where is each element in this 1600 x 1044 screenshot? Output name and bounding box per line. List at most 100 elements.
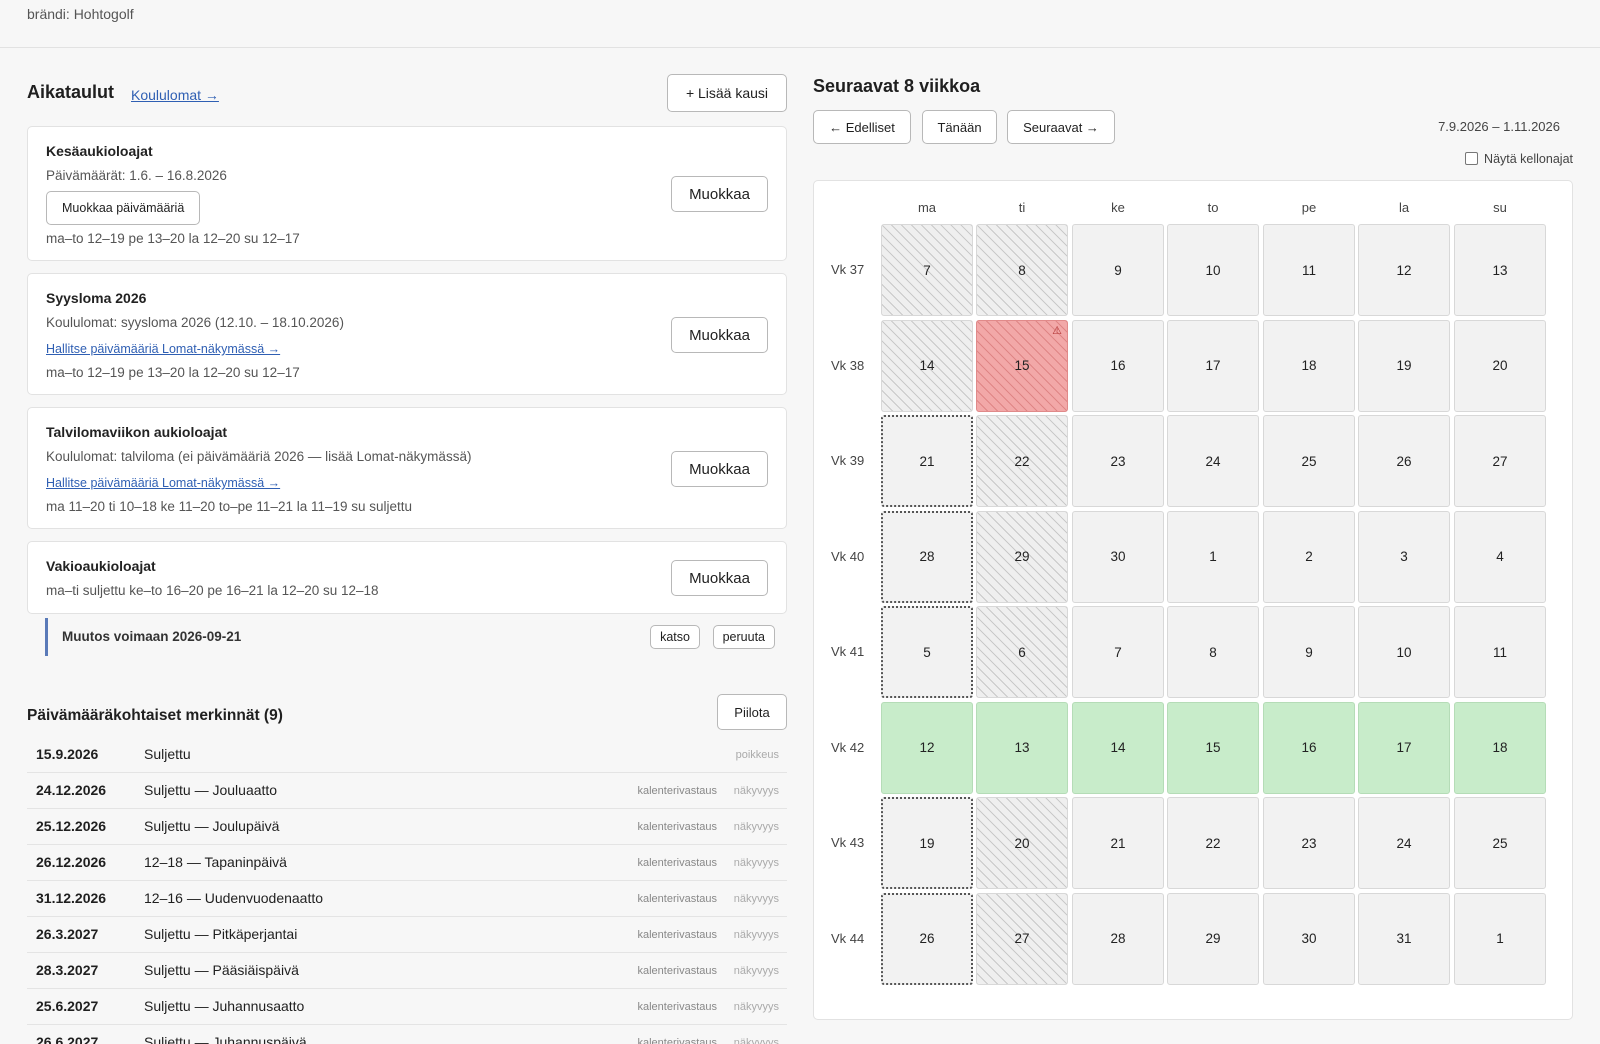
hide-entries-button[interactable]: Piilota [717,694,787,730]
add-season-button[interactable]: + Lisää kausi [667,74,787,112]
previous-weeks-button[interactable]: ← Edelliset [813,110,911,144]
entry-tag[interactable]: näkyvyys [733,785,779,797]
entry-tag[interactable]: näkyvyys [733,893,779,905]
calendar-day-cell[interactable]: 29 [976,510,1068,603]
date-entry-row[interactable]: 25.12.2026 Suljettu — Joulupäivä kalenteri… [27,809,787,845]
calendar-day-cell[interactable]: 28 [1072,892,1164,985]
date-entry-row[interactable]: 28.3.2027 Suljettu — Pääsiäispäivä kalente… [27,953,787,989]
calendar-day-cell[interactable]: 20 [976,797,1068,889]
calendar-day-cell[interactable]: 18 [1454,701,1546,794]
calendar-day-cell[interactable]: 4 [1454,510,1546,603]
calendar-day-cell[interactable]: 25 [1263,415,1355,507]
calendar-day-cell[interactable]: 9 [1263,606,1355,698]
today-button[interactable]: Tänään [922,110,997,144]
entry-tag[interactable]: poikkeus [735,749,779,761]
calendar-day-cell[interactable]: 13 [976,701,1068,794]
cancel-change-button[interactable]: peruuta [712,625,775,649]
calendar-day-cell[interactable]: 19 [881,797,973,889]
calendar-day-cell[interactable]: 24 [1167,415,1259,507]
calendar-day-cell[interactable]: 6 [976,606,1068,698]
entry-tag[interactable]: näkyvyys [733,1001,779,1013]
school-holidays-link[interactable]: Koululomat → [131,87,219,103]
entry-response-tag[interactable]: kalenterivastaus [637,821,718,833]
calendar-day-cell[interactable]: 30 [1263,892,1355,985]
date-entry-row[interactable]: 26.6.2027 Suljettu — Juhannuspäivä kalente… [27,1025,787,1044]
entry-response-tag[interactable]: kalenterivastaus [637,1037,718,1044]
entry-tag[interactable]: näkyvyys [733,1037,779,1044]
edit-button[interactable]: Muokkaa [671,317,768,353]
edit-button[interactable]: Muokkaa [671,176,768,212]
manage-dates-link[interactable]: Hallitse päivämääriä Lomat-näkymässä → [46,476,281,490]
calendar-day-cell[interactable]: 14 [881,319,973,412]
calendar-day-cell[interactable]: 1 [1167,510,1259,603]
calendar-day-cell[interactable]: 23 [1072,415,1164,507]
calendar-day-cell[interactable]: 11 [1263,224,1355,316]
calendar-day-cell[interactable]: 5 [881,606,973,698]
calendar-day-cell[interactable]: 18 [1263,319,1355,412]
calendar-day-cell[interactable]: 22 [976,415,1068,507]
calendar-day-cell[interactable]: 16 [1263,701,1355,794]
date-entry-row[interactable]: 25.6.2027 Suljettu — Juhannusaatto kalente… [27,989,787,1025]
calendar-day-cell[interactable]: 8 [1167,606,1259,698]
entry-tag[interactable]: näkyvyys [733,965,779,977]
entry-response-tag[interactable]: kalenterivastaus [637,965,718,977]
calendar-day-cell[interactable]: 15 [1167,701,1259,794]
calendar-day-cell[interactable]: 12 [1358,224,1450,316]
calendar-day-cell[interactable]: 10 [1358,606,1450,698]
calendar-day-cell[interactable]: 1 [1454,892,1546,985]
calendar-day-cell[interactable]: 21 [881,415,973,507]
calendar-day-cell[interactable]: 17 [1358,701,1450,794]
calendar-day-cell[interactable]: 26 [1358,415,1450,507]
entry-text: Suljettu [144,746,191,762]
entry-response-tag[interactable]: kalenterivastaus [637,1001,718,1013]
calendar-day-cell[interactable]: 28 [881,510,973,603]
calendar-day-cell[interactable]: 27 [976,892,1068,985]
calendar-day-cell[interactable]: 26 [881,892,973,985]
calendar-day-cell[interactable]: 3 [1358,510,1450,603]
show-hours-toggle[interactable]: Näytä kellonajat [1465,152,1573,166]
edit-button[interactable]: Muokkaa [671,560,768,596]
calendar-day-cell[interactable]: 30 [1072,510,1164,603]
calendar-day-cell[interactable]: 31 [1358,892,1450,985]
calendar-day-cell[interactable]: 17 [1167,319,1259,412]
next-weeks-button[interactable]: Seuraavat → [1007,110,1115,144]
calendar-day-cell[interactable]: 25 [1454,797,1546,889]
date-entry-row[interactable]: 24.12.2026 Suljettu — Jouluaatto kalenteri… [27,773,787,809]
entry-tag[interactable]: näkyvyys [733,821,779,833]
calendar-day-cell[interactable]: 16 [1072,319,1164,412]
calendar-day-cell[interactable]: 27 [1454,415,1546,507]
entry-tag[interactable]: näkyvyys [733,857,779,869]
checkbox-icon[interactable] [1465,152,1479,165]
calendar-day-cell[interactable]: 20 [1454,319,1546,412]
entry-response-tag[interactable]: kalenterivastaus [637,785,718,797]
calendar-day-cell[interactable]: 9 [1072,224,1164,316]
edit-dates-button[interactable]: Muokkaa päivämääriä [46,191,201,225]
entry-response-tag[interactable]: kalenterivastaus [637,857,718,869]
calendar-day-cell[interactable]: 15 ⚠ [976,319,1068,412]
calendar-day-cell[interactable]: 14 [1072,701,1164,794]
date-entry-row[interactable]: 31.12.2026 12–16 — Uudenvuodenaatto kalent… [27,881,787,917]
view-change-button[interactable]: katso [650,625,700,649]
calendar-day-cell[interactable]: 19 [1358,319,1450,412]
calendar-day-cell[interactable]: 21 [1072,797,1164,889]
calendar-day-cell[interactable]: 7 [1072,606,1164,698]
entry-response-tag[interactable]: kalenterivastaus [637,893,718,905]
entry-response-tag[interactable]: kalenterivastaus [637,929,718,941]
calendar-day-cell[interactable]: 8 [976,224,1068,316]
entry-tag[interactable]: näkyvyys [733,929,779,941]
calendar-day-cell[interactable]: 13 [1454,224,1546,316]
calendar-day-cell[interactable]: 7 [881,224,973,316]
calendar-day-cell[interactable]: 2 [1263,510,1355,603]
date-entry-row[interactable]: 15.9.2026 Suljettu poikkeus [27,737,787,773]
manage-dates-link[interactable]: Hallitse päivämääriä Lomat-näkymässä → [46,342,281,356]
edit-button[interactable]: Muokkaa [671,451,768,487]
calendar-day-cell[interactable]: 11 [1454,606,1546,698]
calendar-day-cell[interactable]: 22 [1167,797,1259,889]
calendar-day-cell[interactable]: 10 [1167,224,1259,316]
date-entry-row[interactable]: 26.3.2027 Suljettu — Pitkäperjantai kalent… [27,917,787,953]
date-entry-row[interactable]: 26.12.2026 12–18 — Tapaninpäivä kalenteriv… [27,845,787,881]
calendar-day-cell[interactable]: 24 [1358,797,1450,889]
calendar-day-cell[interactable]: 12 [881,701,973,794]
calendar-day-cell[interactable]: 23 [1263,797,1355,889]
calendar-day-cell[interactable]: 29 [1167,892,1259,985]
